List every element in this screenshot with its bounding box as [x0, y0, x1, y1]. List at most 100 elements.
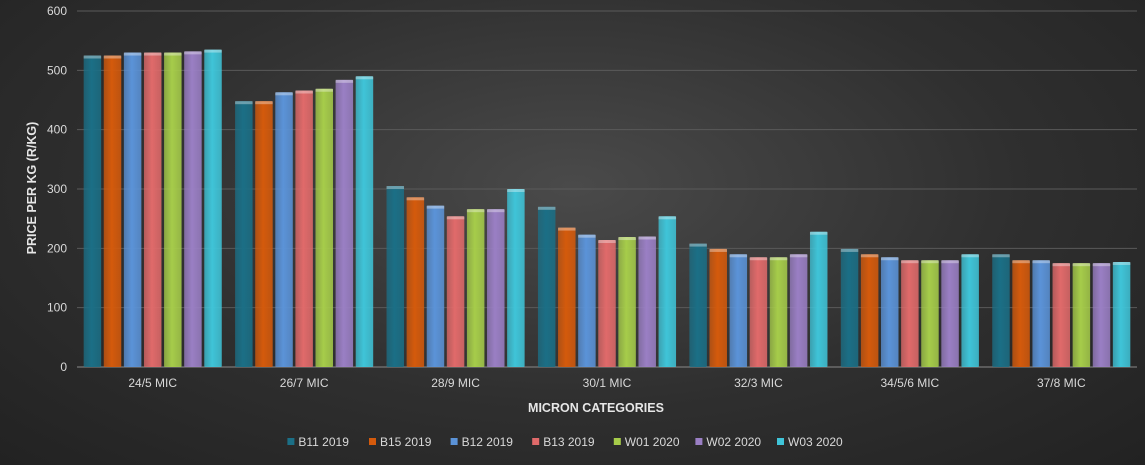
bar — [809, 231, 828, 367]
bar-highlight — [315, 88, 333, 92]
bar — [558, 227, 576, 367]
bar — [658, 216, 677, 367]
bar — [335, 79, 354, 368]
bar — [578, 234, 596, 367]
bar-highlight — [901, 260, 919, 264]
x-tick-label: 34/5/6 MIC — [881, 376, 940, 390]
bar — [1032, 260, 1050, 367]
y-tick-label: 400 — [47, 123, 67, 137]
bar — [840, 248, 859, 367]
bar — [1092, 263, 1111, 367]
legend-label: B15 2019 — [380, 435, 432, 449]
bar-highlight — [255, 101, 273, 105]
y-tick-label: 200 — [47, 241, 67, 255]
legend-item: W01 2020 — [613, 435, 680, 449]
y-tick-label: 600 — [47, 4, 67, 18]
legend-label: W02 2020 — [706, 435, 761, 449]
bar — [1112, 261, 1131, 367]
x-tick-label: 26/7 MIC — [280, 376, 329, 390]
x-tick-label: 37/8 MIC — [1037, 376, 1086, 390]
bar-highlight — [578, 234, 596, 238]
bar-highlight — [204, 49, 222, 53]
bar-highlight — [446, 216, 465, 220]
bar-highlight — [709, 248, 727, 252]
y-tick-label: 300 — [47, 182, 67, 196]
bar-highlight — [689, 243, 707, 247]
bar-highlight — [426, 205, 445, 209]
legend: B11 2019 B15 2019 B12 2019 B13 2019 W01 2020… — [287, 435, 843, 449]
bar — [618, 237, 636, 367]
bar-highlight — [992, 254, 1010, 258]
bar — [749, 257, 768, 367]
bar-highlight — [618, 237, 636, 241]
bar — [709, 248, 727, 367]
bar-highlight — [295, 90, 313, 94]
y-tick-labels: 0 100 200 300 400 500 600 — [47, 4, 67, 374]
bar — [921, 260, 939, 367]
bar-highlight — [961, 254, 979, 258]
y-tick-label: 100 — [47, 301, 67, 315]
bar — [355, 76, 374, 368]
bar-highlight — [749, 257, 768, 261]
legend-swatch — [287, 438, 295, 445]
bar — [235, 101, 253, 367]
bar — [255, 101, 273, 367]
bar — [992, 254, 1010, 367]
bar — [315, 88, 333, 367]
bar-highlight — [558, 227, 576, 231]
bar — [466, 209, 485, 367]
legend-item: B13 2019 — [532, 435, 595, 449]
bar — [1072, 263, 1091, 367]
legend-swatch — [450, 438, 458, 445]
legend-item: W02 2020 — [695, 435, 761, 449]
legend-swatch — [532, 438, 540, 445]
bar — [103, 55, 122, 367]
bar — [689, 243, 707, 367]
bar-highlight — [1072, 263, 1091, 267]
bar-highlight — [941, 260, 959, 264]
bar-highlight — [466, 209, 485, 213]
legend-swatch — [777, 438, 784, 445]
bar — [446, 216, 465, 367]
bar-highlight — [860, 254, 879, 258]
bar — [164, 52, 182, 368]
bar — [769, 257, 788, 367]
x-tick-label: 28/9 MIC — [431, 376, 480, 390]
bar-highlight — [537, 206, 556, 210]
bar — [1052, 263, 1071, 367]
bar-highlight — [1012, 260, 1030, 264]
bar — [881, 257, 899, 367]
bar — [184, 51, 202, 367]
x-axis-title: MICRON CATEGORIES — [528, 401, 664, 415]
x-tick-label: 24/5 MIC — [128, 376, 177, 390]
bar — [386, 186, 405, 367]
y-axis-title: PRICE PER KG (R/KG) — [25, 122, 39, 255]
bar-highlight — [103, 55, 122, 59]
legend-label: B12 2019 — [462, 435, 514, 449]
legend-item: B12 2019 — [450, 435, 514, 449]
bar — [941, 260, 959, 367]
bar-highlight — [406, 197, 425, 201]
bar — [406, 197, 425, 367]
bar-highlight — [1112, 261, 1131, 265]
bar — [1012, 260, 1030, 367]
bar-highlight — [881, 257, 899, 261]
bar-highlight — [921, 260, 939, 264]
bar-highlight — [184, 51, 202, 55]
legend-label: W03 2020 — [788, 435, 843, 449]
bar-highlight — [1052, 263, 1071, 267]
bar-highlight — [809, 231, 828, 235]
y-tick-label: 500 — [47, 63, 67, 77]
bar-highlight — [164, 52, 182, 56]
bar-highlight — [143, 52, 162, 56]
legend-swatch — [369, 438, 376, 445]
bar — [598, 240, 616, 367]
bar-highlight — [235, 101, 253, 105]
bar — [729, 254, 748, 367]
legend-label: W01 2020 — [625, 435, 680, 449]
y-tick-label: 0 — [60, 360, 67, 374]
bar-highlight — [1032, 260, 1050, 264]
bar — [83, 55, 102, 367]
bar — [275, 92, 293, 367]
